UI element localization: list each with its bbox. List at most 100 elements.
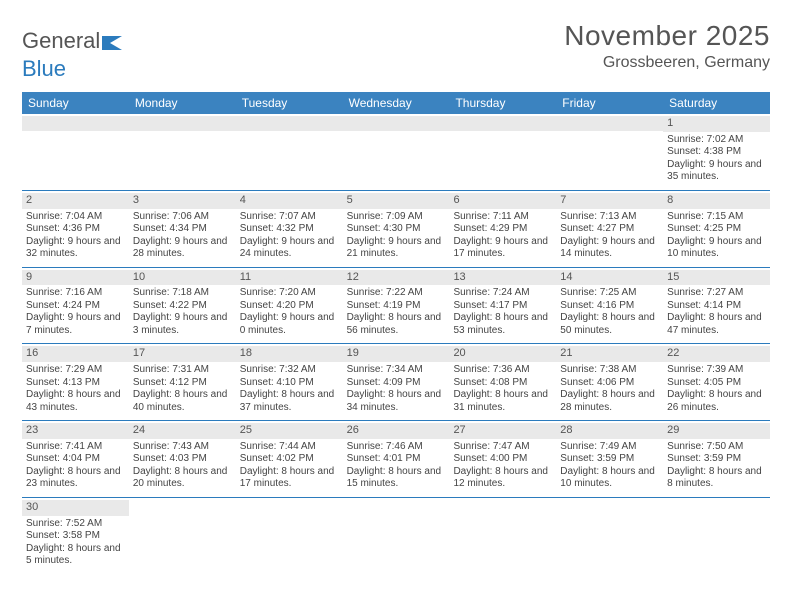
day-number xyxy=(449,500,556,515)
sunset-line: Sunset: 4:01 PM xyxy=(347,453,446,466)
day-cell: 27Sunrise: 7:47 AMSunset: 4:00 PMDayligh… xyxy=(449,421,556,497)
logo: General Blue xyxy=(22,28,124,82)
sunrise-line: Sunrise: 7:07 AM xyxy=(240,211,339,224)
daylight-line: Daylight: 8 hours and 10 minutes. xyxy=(560,466,659,491)
day-cell: 11Sunrise: 7:20 AMSunset: 4:20 PMDayligh… xyxy=(236,268,343,344)
day-number: 20 xyxy=(449,346,556,362)
daylight-line: Daylight: 8 hours and 37 minutes. xyxy=(240,389,339,414)
day-number: 22 xyxy=(663,346,770,362)
sunrise-line: Sunrise: 7:38 AM xyxy=(560,364,659,377)
sunset-line: Sunset: 3:59 PM xyxy=(667,453,766,466)
day-cell-empty xyxy=(556,498,663,574)
sunrise-line: Sunrise: 7:32 AM xyxy=(240,364,339,377)
daylight-line: Daylight: 8 hours and 5 minutes. xyxy=(26,543,125,568)
day-number xyxy=(556,500,663,515)
sunset-line: Sunset: 4:13 PM xyxy=(26,377,125,390)
day-cell: 20Sunrise: 7:36 AMSunset: 4:08 PMDayligh… xyxy=(449,344,556,420)
daylight-line: Daylight: 8 hours and 40 minutes. xyxy=(133,389,232,414)
sunrise-line: Sunrise: 7:46 AM xyxy=(347,441,446,454)
sunset-line: Sunset: 4:09 PM xyxy=(347,377,446,390)
daylight-line: Daylight: 8 hours and 17 minutes. xyxy=(240,466,339,491)
logo-word-blue: Blue xyxy=(22,56,66,81)
week-row: 1Sunrise: 7:02 AMSunset: 4:38 PMDaylight… xyxy=(22,114,770,191)
day-cell: 29Sunrise: 7:50 AMSunset: 3:59 PMDayligh… xyxy=(663,421,770,497)
day-number: 9 xyxy=(22,270,129,286)
day-cell-empty xyxy=(343,498,450,574)
day-cell: 1Sunrise: 7:02 AMSunset: 4:38 PMDaylight… xyxy=(663,114,770,190)
day-cell: 26Sunrise: 7:46 AMSunset: 4:01 PMDayligh… xyxy=(343,421,450,497)
daylight-line: Daylight: 8 hours and 43 minutes. xyxy=(26,389,125,414)
day-number: 7 xyxy=(556,193,663,209)
sunrise-line: Sunrise: 7:31 AM xyxy=(133,364,232,377)
header: General Blue November 2025 Grossbeeren, G… xyxy=(22,20,770,82)
week-row: 30Sunrise: 7:52 AMSunset: 3:58 PMDayligh… xyxy=(22,498,770,574)
day-cell: 7 Sunrise: 7:13 AMSunset: 4:27 PMDaylight… xyxy=(556,191,663,267)
day-number: 19 xyxy=(343,346,450,362)
day-cell: 19 Sunrise: 7:34 AMSunset: 4:09 PMDayligh… xyxy=(343,344,450,420)
sunrise-line: Sunrise: 7:24 AM xyxy=(453,287,552,300)
page-subtitle: Grossbeeren, Germany xyxy=(564,54,770,72)
sunrise-line: Sunrise: 7:13 AM xyxy=(560,211,659,224)
day-number: 17 xyxy=(129,346,236,362)
day-number: 29 xyxy=(663,423,770,439)
weekday-header: Sunday xyxy=(22,92,129,114)
day-number xyxy=(129,500,236,515)
day-number: 25 xyxy=(236,423,343,439)
sunrise-line: Sunrise: 7:52 AM xyxy=(26,518,125,531)
sunset-line: Sunset: 4:19 PM xyxy=(347,300,446,313)
daylight-line: Daylight: 8 hours and 12 minutes. xyxy=(453,466,552,491)
daylight-line: Daylight: 9 hours and 28 minutes. xyxy=(133,236,232,261)
sunrise-line: Sunrise: 7:49 AM xyxy=(560,441,659,454)
page-title: November 2025 xyxy=(564,20,770,52)
day-number xyxy=(449,116,556,131)
daylight-line: Daylight: 9 hours and 32 minutes. xyxy=(26,236,125,261)
sunrise-line: Sunrise: 7:43 AM xyxy=(133,441,232,454)
day-number: 11 xyxy=(236,270,343,286)
day-number: 1 xyxy=(663,116,770,132)
daylight-line: Daylight: 8 hours and 31 minutes. xyxy=(453,389,552,414)
week-row: 2Sunrise: 7:04 AMSunset: 4:36 PMDaylight… xyxy=(22,191,770,268)
day-cell-empty xyxy=(236,114,343,190)
day-cell-empty xyxy=(22,114,129,190)
weekday-header-row: Sunday Monday Tuesday Wednesday Thursday… xyxy=(22,92,770,114)
day-number xyxy=(343,500,450,515)
daylight-line: Daylight: 9 hours and 14 minutes. xyxy=(560,236,659,261)
day-cell: 30Sunrise: 7:52 AMSunset: 3:58 PMDayligh… xyxy=(22,498,129,574)
daylight-line: Daylight: 8 hours and 50 minutes. xyxy=(560,312,659,337)
day-cell: 12Sunrise: 7:22 AMSunset: 4:19 PMDayligh… xyxy=(343,268,450,344)
sunset-line: Sunset: 4:12 PM xyxy=(133,377,232,390)
day-number: 18 xyxy=(236,346,343,362)
daylight-line: Daylight: 9 hours and 24 minutes. xyxy=(240,236,339,261)
sunset-line: Sunset: 4:32 PM xyxy=(240,223,339,236)
daylight-line: Daylight: 8 hours and 34 minutes. xyxy=(347,389,446,414)
daylight-line: Daylight: 9 hours and 0 minutes. xyxy=(240,312,339,337)
sunrise-line: Sunrise: 7:22 AM xyxy=(347,287,446,300)
sunset-line: Sunset: 4:27 PM xyxy=(560,223,659,236)
sunset-line: Sunset: 4:25 PM xyxy=(667,223,766,236)
sunrise-line: Sunrise: 7:06 AM xyxy=(133,211,232,224)
weeks-container: 1Sunrise: 7:02 AMSunset: 4:38 PMDaylight… xyxy=(22,114,770,574)
day-cell-empty xyxy=(343,114,450,190)
day-number: 12 xyxy=(343,270,450,286)
daylight-line: Daylight: 9 hours and 7 minutes. xyxy=(26,312,125,337)
sunrise-line: Sunrise: 7:34 AM xyxy=(347,364,446,377)
sunset-line: Sunset: 4:08 PM xyxy=(453,377,552,390)
day-number: 30 xyxy=(22,500,129,516)
sunrise-line: Sunrise: 7:41 AM xyxy=(26,441,125,454)
day-number: 6 xyxy=(449,193,556,209)
sunrise-line: Sunrise: 7:11 AM xyxy=(453,211,552,224)
sunset-line: Sunset: 4:36 PM xyxy=(26,223,125,236)
day-number: 2 xyxy=(22,193,129,209)
sunset-line: Sunset: 4:17 PM xyxy=(453,300,552,313)
sunset-line: Sunset: 4:04 PM xyxy=(26,453,125,466)
weekday-header: Tuesday xyxy=(236,92,343,114)
daylight-line: Daylight: 9 hours and 35 minutes. xyxy=(667,159,766,184)
sunrise-line: Sunrise: 7:50 AM xyxy=(667,441,766,454)
sunrise-line: Sunrise: 7:44 AM xyxy=(240,441,339,454)
sunrise-line: Sunrise: 7:16 AM xyxy=(26,287,125,300)
day-number: 16 xyxy=(22,346,129,362)
daylight-line: Daylight: 8 hours and 20 minutes. xyxy=(133,466,232,491)
day-number xyxy=(22,116,129,131)
logo-word-general: General xyxy=(22,28,100,53)
week-row: 23Sunrise: 7:41 AMSunset: 4:04 PMDayligh… xyxy=(22,421,770,498)
